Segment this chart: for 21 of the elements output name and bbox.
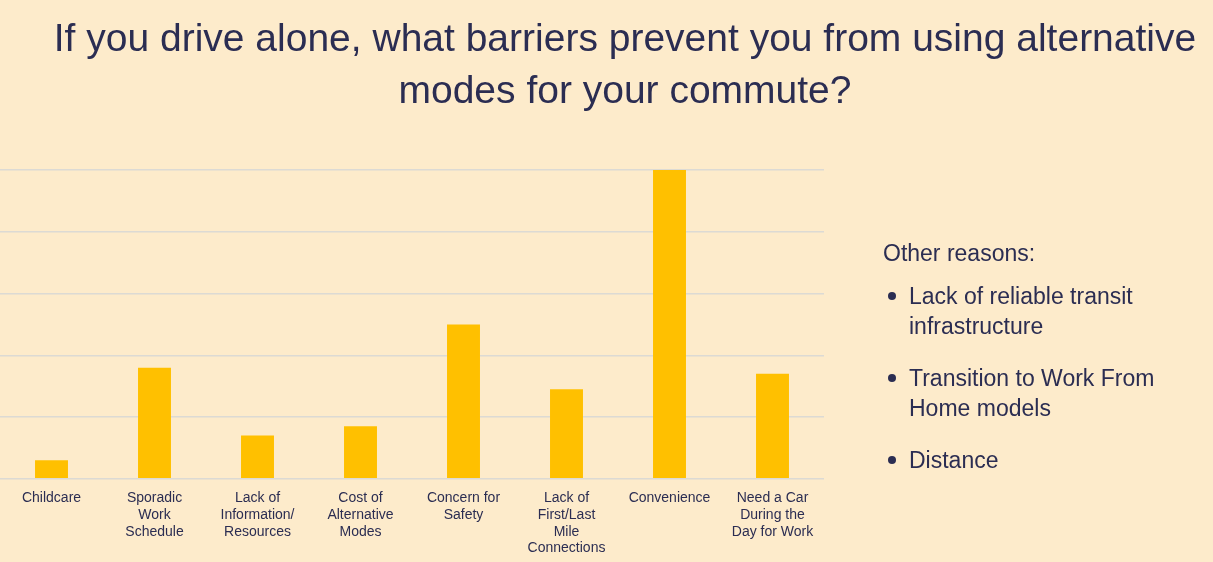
text: Distance <box>909 447 999 473</box>
x-tick-label: Cost of Alternative Modes <box>327 489 394 539</box>
text: Other reasons: <box>883 240 1037 267</box>
bar <box>344 426 377 479</box>
bar <box>241 435 274 479</box>
bar <box>653 170 686 479</box>
bar <box>447 324 480 479</box>
bar <box>138 367 171 479</box>
x-tick-label: Convenience <box>628 489 711 506</box>
x-tick-label: Need a Car During the Day for Work <box>731 489 815 539</box>
chart-title: If you drive alone, what barriers prevent you from using alternative modes for your commute? <box>52 15 1198 113</box>
x-tick-label: Childcare <box>21 489 82 506</box>
bar <box>756 373 789 479</box>
text: Transition to Work From Home models <box>909 365 1155 421</box>
x-tick-label: Lack of Information/ Resources <box>220 489 295 539</box>
x-tick-label: Lack of First/Last Mile Connections <box>527 489 606 556</box>
text: Lack of reliable transit infrastructure <box>909 283 1133 339</box>
bar <box>550 389 583 479</box>
x-tick-label: Sporadic Work Schedule <box>125 489 184 539</box>
bar <box>35 460 68 479</box>
x-tick-label: Concern for Safety <box>426 489 501 522</box>
